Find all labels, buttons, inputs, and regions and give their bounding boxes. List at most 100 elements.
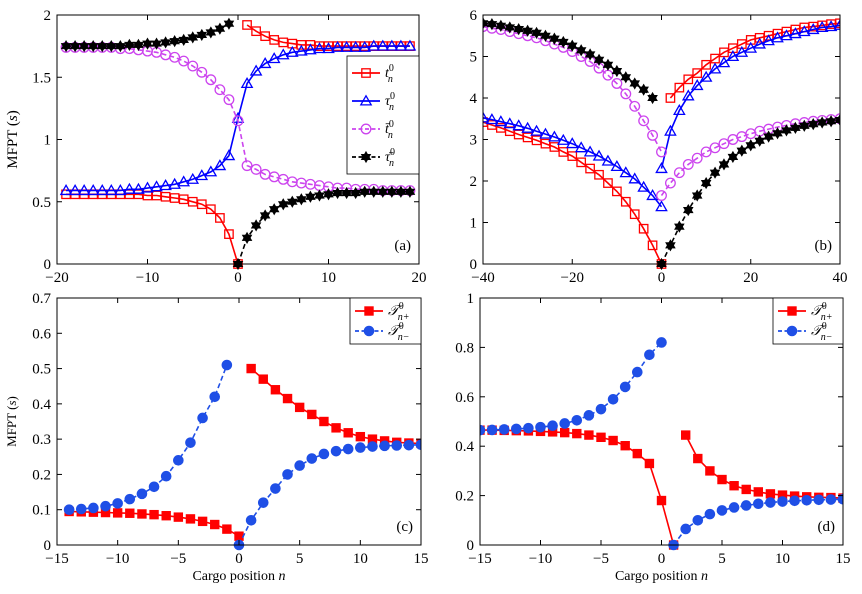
series-2-point: [214, 84, 226, 96]
y-axis-label-text: MFPT (: [5, 121, 21, 169]
y-tick-label: 0.2: [455, 489, 474, 505]
series-1-point: [632, 366, 643, 378]
x-tick-label: 20: [412, 270, 427, 286]
series-0-point: [331, 423, 341, 433]
series-7-point: [718, 161, 730, 171]
series-0-point: [296, 40, 307, 50]
x-tick-label: 0: [234, 270, 242, 286]
series-1-point: [620, 196, 631, 207]
series-2-point: [655, 162, 668, 174]
legend-marker: [364, 306, 374, 316]
series-2-point: [717, 56, 731, 68]
series-6-point: [620, 74, 632, 84]
series-1-point: [209, 391, 221, 403]
legend-marker: [786, 325, 798, 337]
series-3-point: [196, 31, 208, 42]
series-3-point: [268, 206, 280, 216]
series-6-point: [647, 94, 658, 105]
legend-label-sub: n−: [398, 332, 410, 343]
series-1-point: [385, 39, 399, 51]
y-tick-label: 0.1: [32, 503, 51, 519]
series-1-point: [394, 39, 408, 51]
series-2-point: [744, 41, 758, 53]
series-6-point: [611, 67, 623, 78]
x-tick-label: 5: [718, 551, 726, 567]
series-1-point: [112, 498, 123, 509]
series-0-point: [681, 430, 691, 440]
series-7-point: [682, 207, 694, 217]
series-1-point: [367, 441, 378, 452]
series-0-point: [282, 393, 293, 404]
series-1-point: [270, 483, 281, 494]
series-1-point: [159, 179, 172, 191]
series-6-point: [531, 29, 542, 39]
series-1-point: [740, 500, 752, 511]
legend-marker: [360, 123, 372, 135]
series-1-point: [801, 494, 813, 506]
series-0-point: [196, 199, 207, 210]
series-3-point: [530, 124, 543, 136]
series-3-point: [250, 222, 262, 232]
y-tick-label: 0.3: [32, 432, 51, 448]
series-0-point: [210, 519, 220, 530]
y-tick-label: 0.7: [32, 291, 51, 307]
plot-area: [63, 359, 421, 551]
series-3-point: [287, 198, 298, 208]
y-tick-label: 6: [470, 8, 478, 24]
series-1-point: [77, 184, 91, 196]
legend-box: [772, 297, 844, 345]
series-2-point: [187, 60, 199, 72]
series-4-point: [638, 115, 650, 127]
series-3-point: [178, 36, 189, 47]
series-0-point: [753, 487, 763, 497]
y-tick-label: 3: [470, 133, 478, 149]
series-0-point: [692, 68, 703, 78]
y-tick-label: 0: [44, 538, 52, 554]
series-7-point: [691, 192, 703, 202]
series-1-point: [612, 186, 622, 197]
legend-label-sup: 0: [399, 321, 404, 332]
series-1-line: [69, 364, 228, 511]
x-tick-label: −15: [45, 551, 68, 567]
series-1-point: [213, 159, 227, 171]
series-1-point: [523, 422, 534, 434]
series-6-point: [522, 27, 533, 37]
series-1-point: [607, 393, 619, 405]
series-1-point: [186, 172, 200, 184]
legend-label-sub: n: [388, 130, 393, 141]
series-6-point: [558, 38, 569, 49]
series-6-point: [575, 47, 587, 57]
y-tick-label: 0.4: [32, 397, 51, 413]
series-1-point: [603, 178, 613, 188]
series-0: [480, 425, 843, 550]
series-1-point: [813, 494, 825, 506]
series-2-point: [205, 74, 217, 86]
series-2-point: [241, 160, 253, 172]
series-4-point: [620, 88, 632, 100]
series-1-point: [765, 497, 776, 508]
series-0-point: [222, 524, 232, 534]
series-0-point: [205, 204, 216, 215]
series-1-point: [124, 493, 136, 505]
series-1-point: [322, 42, 335, 54]
series-1-point: [331, 40, 344, 52]
series-3-point: [142, 40, 153, 50]
series-1-point: [168, 177, 181, 189]
series-1-point: [276, 48, 290, 60]
series-5-point: [682, 158, 694, 170]
legend-box: [346, 55, 420, 175]
series-1-point: [123, 182, 136, 194]
series-1-point: [340, 40, 353, 52]
series-1-point: [585, 163, 595, 174]
series-1-point: [595, 403, 607, 415]
legend-marker: [360, 153, 372, 164]
series-0-point: [278, 37, 289, 48]
series-6-point: [486, 21, 498, 31]
series-1-point: [415, 439, 421, 451]
series-0-point: [620, 441, 630, 451]
series-0-point: [149, 509, 159, 520]
legend-label: 𝒯0 n−: [811, 321, 832, 343]
legend-label-sub: n: [388, 74, 393, 85]
y-tick-label: 0.6: [32, 326, 51, 342]
